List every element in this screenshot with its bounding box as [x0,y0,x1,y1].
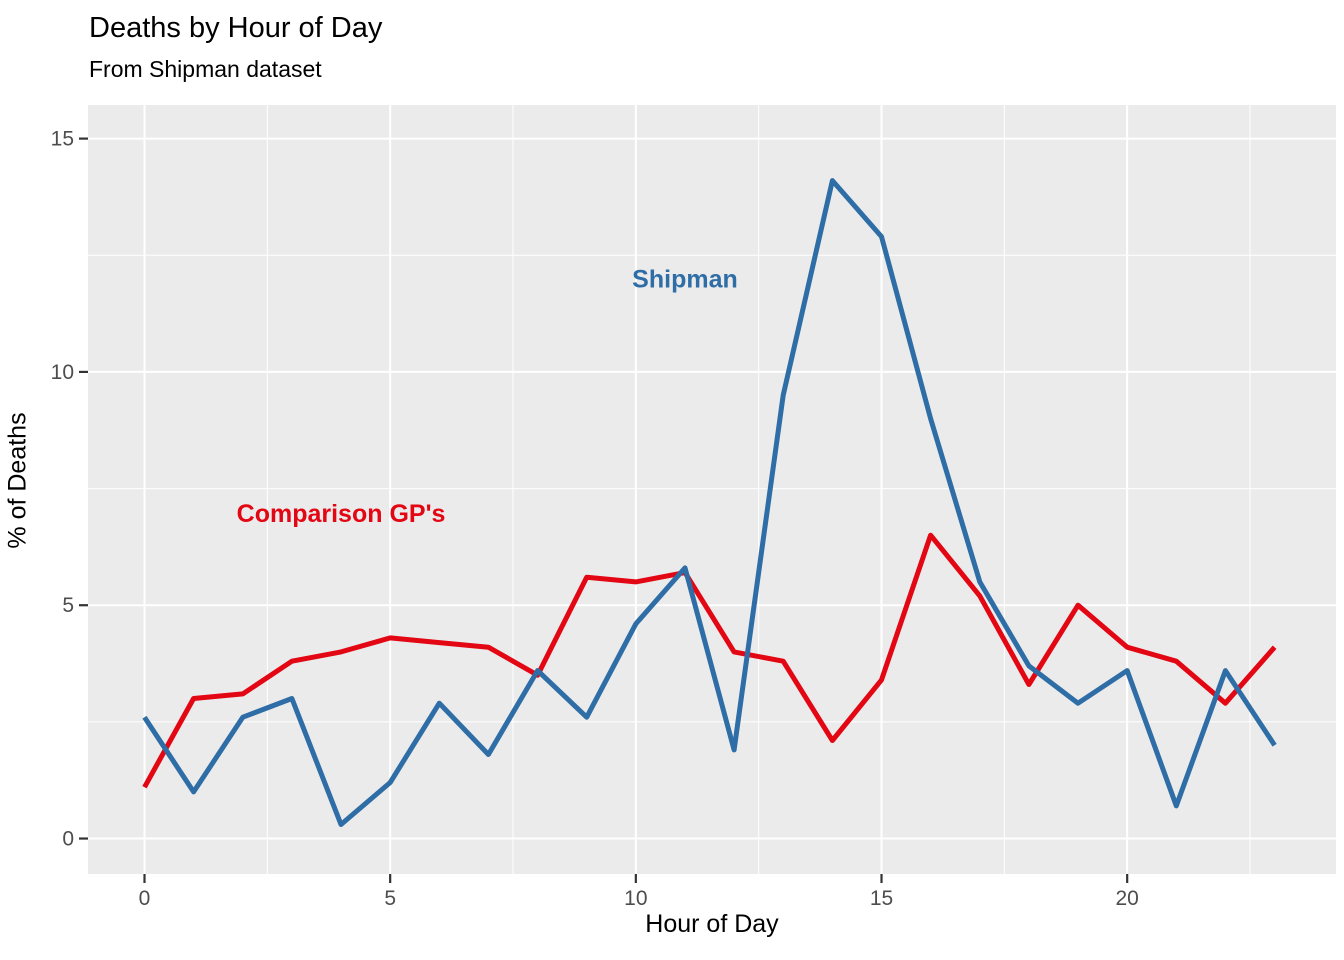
y-tick-label: 0 [62,828,74,851]
x-tick-label: 10 [624,887,647,910]
y-axis-title: % of Deaths [3,412,32,549]
chart-subtitle: From Shipman dataset [89,56,322,82]
chart-title: Deaths by Hour of Day [89,12,383,44]
y-tick-label: 15 [51,128,74,151]
series-line-comparison-gp-s [142,532,1277,789]
annotation-comparison-gp-s: Comparison GP's [237,500,446,528]
y-tick-label: 5 [62,594,74,617]
series-line-shipman [142,178,1277,827]
x-tick-label: 15 [870,887,893,910]
x-tick-label: 0 [139,887,151,910]
x-tick-label: 5 [384,887,396,910]
annotation-shipman: Shipman [632,266,738,294]
y-tick-label: 10 [51,361,74,384]
x-tick-label: 20 [1116,887,1139,910]
x-axis-title: Hour of Day [645,910,779,938]
plot-panel [88,105,1336,874]
